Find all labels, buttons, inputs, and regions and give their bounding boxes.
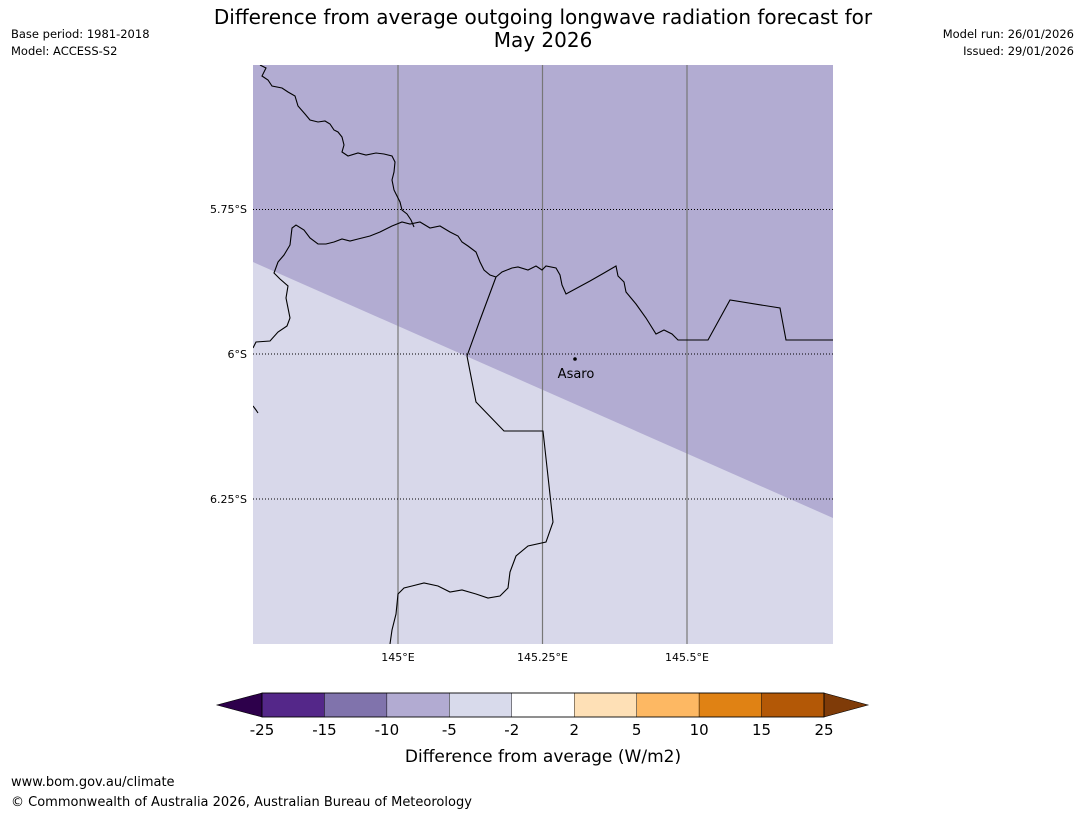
colorbar-block: [511, 692, 575, 718]
meta-right: Model run: 26/01/2026 Issued: 29/01/2026: [943, 26, 1074, 60]
colorbar-extend-max: [823, 692, 870, 718]
title-line-2: May 2026: [493, 28, 593, 52]
colorbar-tick-label: 10: [690, 721, 709, 739]
colorbar-block: [386, 692, 450, 718]
title-line-1: Difference from average outgoing longwav…: [213, 5, 873, 29]
issued-date: Issued: 29/01/2026: [963, 44, 1074, 58]
colorbar-block: [636, 692, 700, 718]
colorbar-block: [324, 692, 388, 718]
colorbar-tick-label: 2: [569, 721, 579, 739]
colorbar-tick-label: -5: [442, 721, 457, 739]
asaro-label: Asaro: [558, 367, 595, 382]
colorbar-tick-label: -25: [250, 721, 275, 739]
lon-label-145e: 145°E: [381, 651, 414, 664]
colorbar-block: [761, 692, 825, 718]
colorbar-block: [261, 692, 325, 718]
colorbar-block: [574, 692, 637, 718]
lon-label-145-5e: 145.5°E: [665, 651, 709, 664]
lat-label-6-25s: 6.25°S: [210, 493, 247, 506]
province-boundaries: [253, 65, 833, 644]
lon-label-145-25e: 145.25°E: [517, 651, 568, 664]
meta-left: Base period: 1981-2018 Model: ACCESS-S2: [11, 26, 150, 60]
footer-copyright: © Commonwealth of Australia 2026, Austra…: [11, 795, 472, 810]
boundary-northeast: [495, 265, 833, 341]
map-title: Difference from average outgoing longwav…: [193, 6, 893, 52]
lat-label-5-75s: 5.75°S: [210, 203, 247, 216]
model-run: Model run: 26/01/2026: [942, 27, 1074, 41]
boundary-central: [253, 221, 497, 349]
boundary-north: [259, 65, 415, 228]
colorbar-block: [449, 692, 512, 718]
colorbar-extend-min: [215, 692, 263, 718]
map-panel: [253, 65, 833, 644]
asaro-marker: [573, 357, 577, 361]
colorbar-outline: [261, 692, 825, 718]
lat-label-6s: 6°S: [228, 348, 247, 361]
colorbar-tick-label: -15: [312, 721, 337, 739]
colorbar-tick-label: 15: [752, 721, 771, 739]
colorbar-tick-label: -10: [375, 721, 400, 739]
colorbar-block: [698, 692, 762, 718]
footer-url: www.bom.gov.au/climate: [11, 775, 175, 790]
model-name: Model: ACCESS-S2: [11, 44, 118, 58]
colorbar-title: Difference from average (W/m2): [405, 747, 681, 767]
boundary-west-fragment: [253, 405, 259, 414]
boundary-south: [389, 276, 554, 644]
base-period: Base period: 1981-2018: [11, 27, 150, 41]
colorbar: -25 -15 -10 -5 -2 2 5 10 15 25: [215, 692, 870, 739]
colorbar-tick-label: 5: [632, 721, 642, 739]
colorbar-tick-label: 25: [814, 721, 833, 739]
colorbar-tick-label: -2: [504, 721, 519, 739]
